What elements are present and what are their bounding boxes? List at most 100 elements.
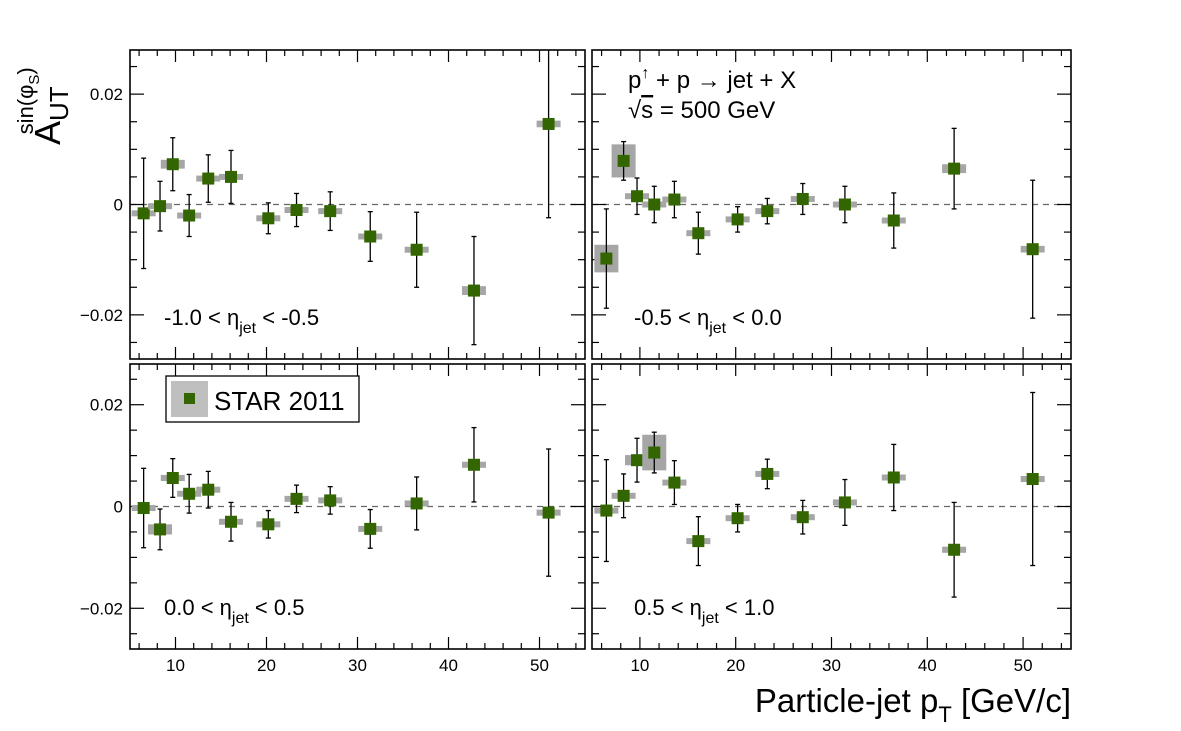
reaction-products: jet + X <box>721 67 796 94</box>
eta-range-post: < 1.0 <box>719 595 775 620</box>
data-point <box>631 454 644 467</box>
legend-marker-swatch <box>184 393 195 404</box>
data-point <box>668 476 681 489</box>
y-tick-label: 0 <box>114 196 123 215</box>
spin-arrow-icon: ↑ <box>641 65 649 82</box>
x-tick-label: 40 <box>439 656 458 675</box>
data-point <box>154 523 167 536</box>
eta-range-pre: -1.0 < η <box>164 305 239 330</box>
x-axis-title-end: [GeV/c] <box>952 682 1071 719</box>
data-point <box>467 458 480 471</box>
data-point <box>262 518 275 531</box>
y-tick-label: 0 <box>114 498 123 517</box>
x-tick-label: 20 <box>257 656 276 675</box>
y-axis-title-sup: sin(φ <box>13 85 38 135</box>
data-point <box>887 214 900 227</box>
eta-range-post: < -0.5 <box>256 305 319 330</box>
y-tick-label: 0.02 <box>90 396 123 415</box>
data-point <box>731 512 744 525</box>
x-tick-label: 10 <box>166 656 185 675</box>
reaction-p-polarized: p <box>628 67 641 94</box>
data-point <box>796 511 809 524</box>
data-point <box>648 198 661 211</box>
data-point <box>948 543 961 556</box>
y-axis-title: AUTsin(φS) <box>13 67 74 145</box>
x-tick-label: 50 <box>530 656 549 675</box>
data-point <box>887 471 900 484</box>
data-point <box>542 506 555 519</box>
panel-eta-m10-m05: −0.02 0 0.02 -1.0 < ηjet < -0.5 <box>80 49 586 360</box>
data-point <box>617 154 630 167</box>
data-point <box>692 227 705 240</box>
panel-eta-00-05: −0.02 0 0.02 10 20 30 40 50 0.0 < ηjet < 0.5 <box>80 363 586 675</box>
data-point <box>324 205 337 218</box>
eta-range-sub: jet <box>708 320 726 337</box>
x-axis-title-main: Particle-jet p <box>755 682 938 719</box>
x-tick-label: 30 <box>822 656 841 675</box>
data-point <box>410 243 423 256</box>
y-tick-label: −0.02 <box>80 306 123 325</box>
data-point <box>364 230 377 243</box>
y-axis-title-sup-end: ) <box>13 67 38 74</box>
reaction-label: p↑ + p → jet + X <box>628 65 796 94</box>
x-axis-title-sub: T <box>938 702 951 727</box>
data-point <box>262 212 275 225</box>
data-point <box>183 209 196 222</box>
y-axis-title-sub: UT <box>44 86 74 121</box>
data-point <box>290 492 303 505</box>
eta-range-label: -0.5 < ηjet < 0.0 <box>634 305 782 337</box>
x-tick-label: 30 <box>348 656 367 675</box>
data-point <box>542 117 555 130</box>
data-point <box>692 535 705 548</box>
y-tick-label: −0.02 <box>80 599 123 618</box>
legend: STAR 2011 <box>165 375 360 423</box>
data-point <box>225 515 238 528</box>
data-point <box>838 496 851 509</box>
reaction-plus-p: + p <box>649 67 696 94</box>
energy-s: s <box>641 97 653 124</box>
data-point <box>761 467 774 480</box>
data-point <box>600 504 613 517</box>
eta-range-sub: jet <box>231 610 249 627</box>
data-point <box>202 483 215 496</box>
data-point <box>600 252 613 265</box>
reaction-arrow-icon: → <box>697 67 721 94</box>
data-point <box>796 192 809 205</box>
energy-value: = 500 GeV <box>653 97 775 124</box>
data-point <box>617 489 630 502</box>
panel-eta-05-10: 10 20 30 40 50 0.5 < ηjet < 1.0 <box>591 363 1072 675</box>
y-tick-label: 0.02 <box>90 85 123 104</box>
x-axis-title: Particle-jet pT [GeV/c] <box>755 682 1071 727</box>
eta-range-label: -1.0 < ηjet < -0.5 <box>164 305 319 337</box>
eta-range-sub: jet <box>701 610 719 627</box>
eta-range-pre: -0.5 < η <box>634 305 709 330</box>
data-point <box>631 190 644 203</box>
data-point <box>1026 243 1039 256</box>
x-tick-label: 50 <box>1014 656 1033 675</box>
data-point <box>467 284 480 297</box>
y-axis-title-main: A <box>27 121 68 145</box>
data-point <box>202 172 215 185</box>
data-point <box>948 162 961 175</box>
data-point <box>183 487 196 500</box>
data-point <box>154 200 167 213</box>
data-point <box>290 204 303 217</box>
data-point <box>668 193 681 206</box>
x-tick-label: 20 <box>726 656 745 675</box>
data-point <box>838 198 851 211</box>
sqrt-icon: √ <box>628 97 642 124</box>
legend-label: STAR 2011 <box>214 386 345 416</box>
data-point <box>166 158 179 171</box>
data-point <box>410 497 423 510</box>
panel-eta-m05-00: -0.5 < ηjet < 0.0 <box>591 49 1072 360</box>
x-tick-label: 10 <box>630 656 649 675</box>
data-point <box>364 522 377 535</box>
eta-range-sub: jet <box>238 320 256 337</box>
data-point <box>166 472 179 484</box>
data-point <box>137 207 150 220</box>
eta-range-label: 0.0 < ηjet < 0.5 <box>164 595 304 627</box>
eta-range-pre: 0.5 < η <box>634 595 702 620</box>
eta-range-pre: 0.0 < η <box>164 595 232 620</box>
eta-range-post: < 0.5 <box>249 595 305 620</box>
